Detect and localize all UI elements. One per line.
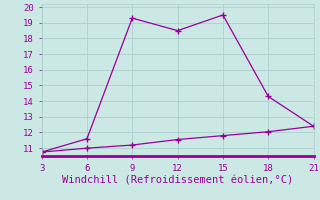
X-axis label: Windchill (Refroidissement éolien,°C): Windchill (Refroidissement éolien,°C) [62,175,293,185]
